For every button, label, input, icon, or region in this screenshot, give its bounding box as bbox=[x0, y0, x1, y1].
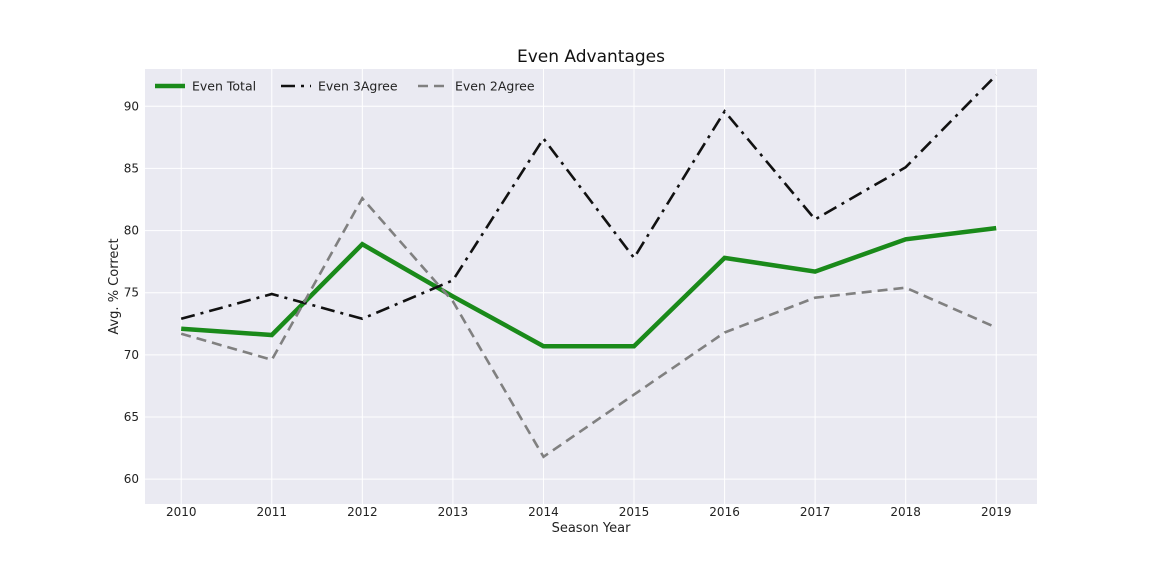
legend-label: Even 2Agree bbox=[455, 79, 535, 94]
series-line-1 bbox=[180, 74, 998, 321]
series-lines bbox=[180, 74, 998, 459]
y-tick-label: 65 bbox=[124, 410, 139, 424]
y-axis-label: Avg. % Correct bbox=[107, 238, 122, 334]
x-tick-label: 2010 bbox=[166, 505, 197, 519]
x-axis-ticks: 2010 2011 2012 2013 2014 2015 2016 2017 2018 2019 bbox=[166, 505, 1012, 519]
legend-label: Even 3Agree bbox=[318, 79, 398, 94]
y-tick-label: 90 bbox=[124, 99, 139, 113]
y-tick-label: 75 bbox=[124, 286, 139, 300]
plot-area bbox=[145, 69, 1037, 504]
x-tick-label: 2014 bbox=[528, 505, 559, 519]
x-tick-label: 2017 bbox=[800, 505, 831, 519]
y-tick-label: 70 bbox=[124, 348, 139, 362]
y-tick-label: 60 bbox=[124, 472, 139, 486]
x-tick-label: 2011 bbox=[257, 505, 288, 519]
x-tick-label: 2013 bbox=[438, 505, 469, 519]
x-tick-label: 2019 bbox=[981, 505, 1012, 519]
chart-title: Even Advantages bbox=[517, 47, 665, 67]
legend: Even Total Even 3Agree Even 2Agree bbox=[155, 79, 535, 94]
y-axis-ticks: 60 65 70 75 80 85 90 bbox=[124, 99, 139, 486]
grid-lines bbox=[145, 69, 1037, 504]
y-tick-label: 80 bbox=[124, 224, 139, 238]
x-tick-label: 2016 bbox=[709, 505, 740, 519]
x-tick-label: 2015 bbox=[619, 505, 650, 519]
series-line-0 bbox=[181, 225, 997, 349]
x-axis-label: Season Year bbox=[552, 521, 631, 536]
legend-label: Even Total bbox=[192, 79, 256, 94]
x-tick-label: 2012 bbox=[347, 505, 378, 519]
x-tick-label: 2018 bbox=[890, 505, 921, 519]
y-tick-label: 85 bbox=[124, 161, 139, 175]
